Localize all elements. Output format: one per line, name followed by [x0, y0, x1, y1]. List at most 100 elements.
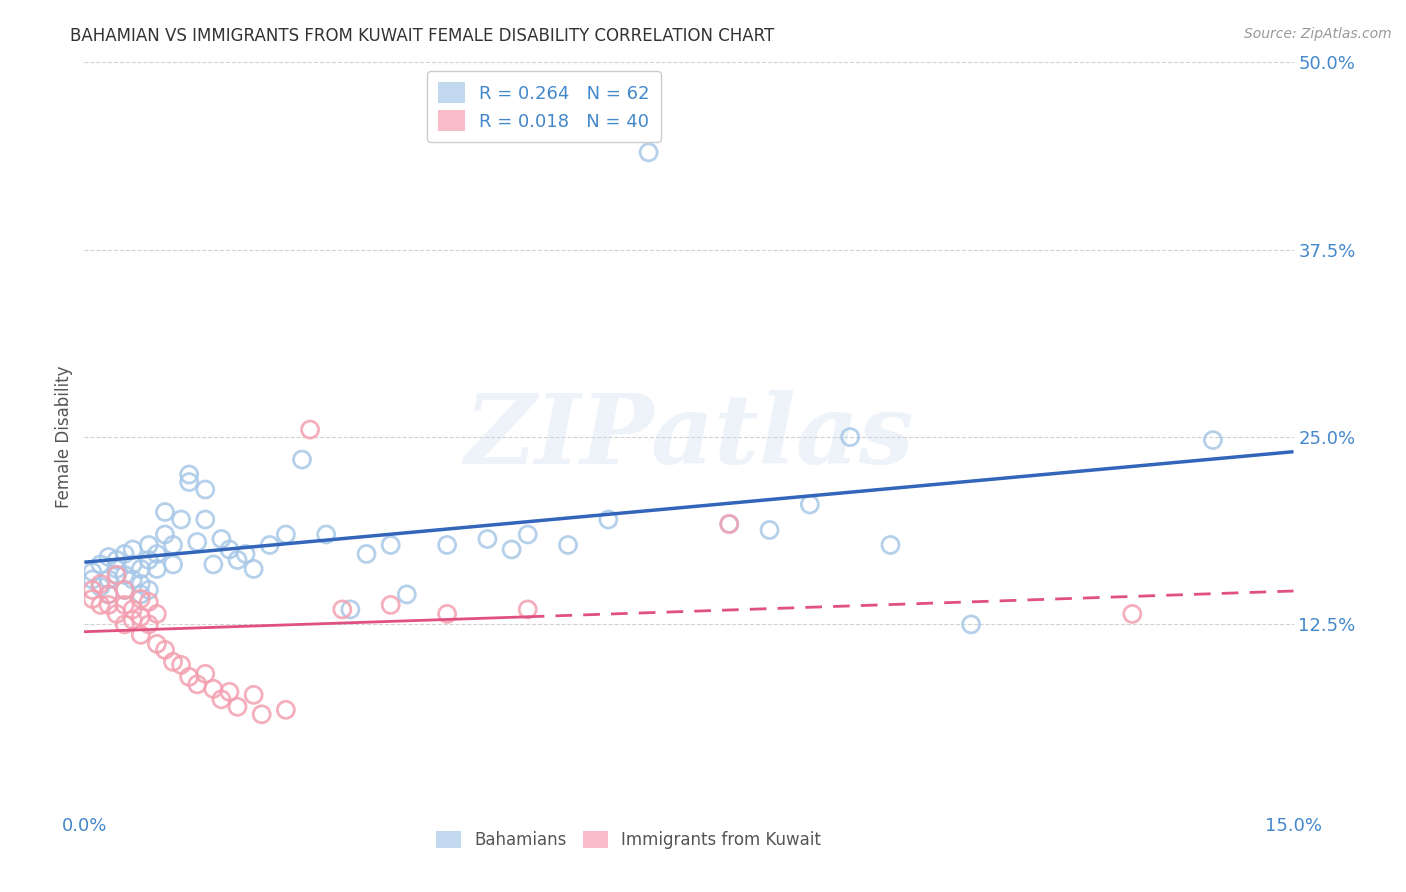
Point — [799, 498, 821, 512]
Text: ZIPatlas: ZIPatlas — [464, 390, 914, 484]
Point — [146, 607, 169, 621]
Point — [138, 553, 160, 567]
Y-axis label: Female Disability: Female Disability — [55, 366, 73, 508]
Point — [82, 582, 104, 597]
Point — [82, 573, 104, 587]
Point — [162, 655, 184, 669]
Legend: Bahamians, Immigrants from Kuwait: Bahamians, Immigrants from Kuwait — [429, 824, 828, 855]
Point — [138, 617, 160, 632]
Point — [299, 423, 322, 437]
Point — [718, 516, 741, 531]
Point — [179, 670, 201, 684]
Point — [242, 688, 264, 702]
Point — [637, 145, 659, 160]
Point — [153, 643, 176, 657]
Point — [598, 512, 620, 526]
Point — [879, 538, 901, 552]
Point — [718, 516, 741, 531]
Point — [226, 699, 249, 714]
Point — [235, 547, 257, 561]
Point — [395, 587, 418, 601]
Point — [1202, 433, 1225, 447]
Point — [218, 542, 240, 557]
Point — [202, 681, 225, 696]
Point — [356, 547, 378, 561]
Point — [129, 587, 152, 601]
Point — [274, 703, 297, 717]
Point — [186, 535, 208, 549]
Point — [330, 602, 353, 616]
Point — [97, 587, 120, 601]
Point — [339, 602, 361, 616]
Point — [501, 542, 523, 557]
Point — [129, 577, 152, 591]
Point — [162, 558, 184, 572]
Point — [97, 587, 120, 601]
Point — [89, 580, 111, 594]
Point — [138, 582, 160, 597]
Point — [105, 553, 128, 567]
Point — [194, 666, 217, 681]
Point — [146, 637, 169, 651]
Point — [186, 677, 208, 691]
Point — [170, 512, 193, 526]
Point — [1121, 607, 1143, 621]
Point — [105, 568, 128, 582]
Point — [758, 523, 780, 537]
Point — [477, 532, 499, 546]
Point — [82, 565, 104, 579]
Point — [153, 505, 176, 519]
Point — [274, 527, 297, 541]
Point — [557, 538, 579, 552]
Point — [436, 607, 458, 621]
Point — [121, 602, 143, 616]
Point — [114, 582, 136, 597]
Point — [250, 707, 273, 722]
Point — [129, 591, 152, 606]
Point — [209, 532, 232, 546]
Point — [114, 598, 136, 612]
Point — [209, 692, 232, 706]
Point — [97, 598, 120, 612]
Point — [138, 538, 160, 552]
Point — [315, 527, 337, 541]
Text: Source: ZipAtlas.com: Source: ZipAtlas.com — [1244, 27, 1392, 41]
Point — [129, 610, 152, 624]
Point — [202, 558, 225, 572]
Point — [259, 538, 281, 552]
Point — [194, 483, 217, 497]
Point — [121, 542, 143, 557]
Point — [218, 685, 240, 699]
Point — [153, 527, 176, 541]
Point — [89, 577, 111, 591]
Point — [89, 558, 111, 572]
Point — [179, 467, 201, 482]
Point — [97, 549, 120, 564]
Point — [89, 598, 111, 612]
Point — [170, 657, 193, 672]
Point — [291, 452, 314, 467]
Point — [82, 591, 104, 606]
Point — [226, 553, 249, 567]
Point — [380, 598, 402, 612]
Text: BAHAMIAN VS IMMIGRANTS FROM KUWAIT FEMALE DISABILITY CORRELATION CHART: BAHAMIAN VS IMMIGRANTS FROM KUWAIT FEMAL… — [70, 27, 775, 45]
Point — [105, 607, 128, 621]
Point — [138, 595, 160, 609]
Point — [129, 562, 152, 576]
Point — [121, 613, 143, 627]
Point — [194, 512, 217, 526]
Point — [114, 582, 136, 597]
Point — [114, 568, 136, 582]
Point — [839, 430, 862, 444]
Point — [97, 573, 120, 587]
Point — [121, 573, 143, 587]
Point — [146, 547, 169, 561]
Point — [121, 558, 143, 572]
Point — [105, 562, 128, 576]
Point — [114, 547, 136, 561]
Point — [114, 617, 136, 632]
Point — [242, 562, 264, 576]
Point — [162, 538, 184, 552]
Point — [516, 527, 538, 541]
Point — [436, 538, 458, 552]
